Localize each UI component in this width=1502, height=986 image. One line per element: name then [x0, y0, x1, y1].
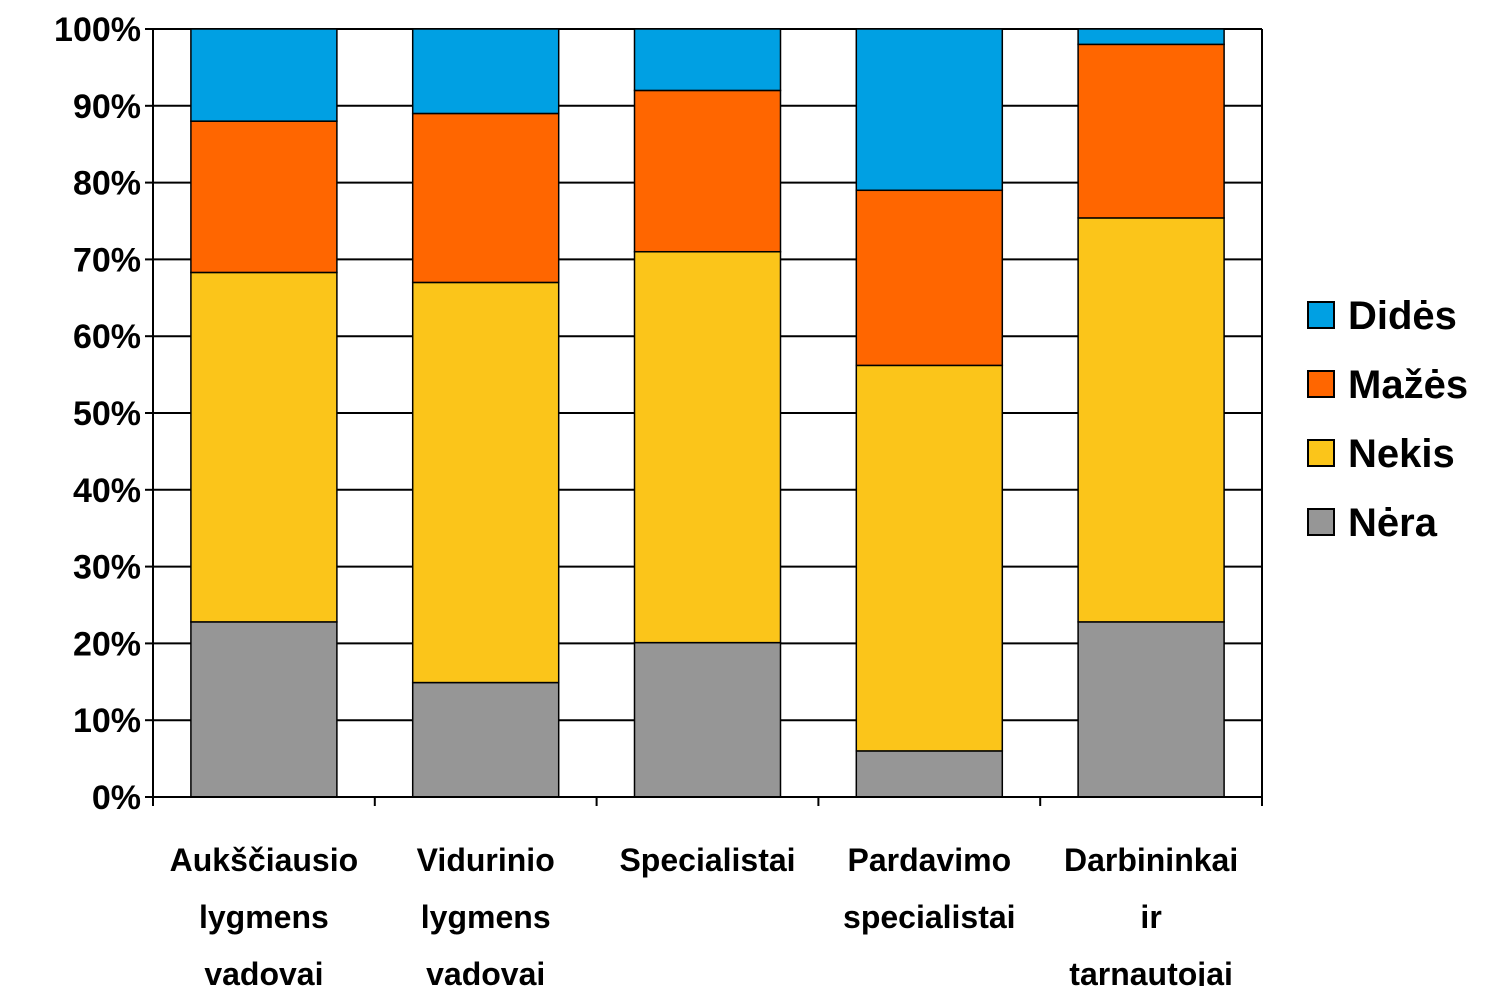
x-tick-label: Specialistai	[619, 842, 795, 878]
x-tick-label: lygmens	[421, 899, 551, 935]
y-tick-label: 30%	[73, 549, 141, 587]
x-tick-label: vadovai	[426, 956, 545, 986]
x-tick-label: Aukščiausio	[170, 842, 359, 878]
bar-segment-nera-3	[633, 641, 782, 798]
y-axis-ticks: 0% 10% 20% 30% 40% 50% 60% 70% 80% 90% 100%	[54, 11, 141, 817]
y-tick-label: 70%	[73, 241, 141, 279]
bar-segment-dides-4	[855, 28, 1004, 192]
legend-label-nera: Nėra	[1348, 501, 1438, 545]
bar-segment-dides-5	[1077, 28, 1225, 46]
y-tick-label: 40%	[73, 472, 141, 510]
legend-label-dides: Didės	[1348, 294, 1457, 338]
y-tick-label: 0%	[92, 779, 141, 817]
x-tick-label: Vidurinio	[417, 842, 555, 878]
y-tick-label: 10%	[73, 702, 141, 740]
y-tick-label: 100%	[54, 11, 141, 49]
bar-segment-nekis-5	[1077, 217, 1225, 623]
y-tick-label: 60%	[73, 318, 141, 356]
y-tick-label: 80%	[73, 165, 141, 203]
bar-segment-dides-1	[190, 28, 338, 122]
x-tick-label: lygmens	[199, 899, 329, 935]
bars	[190, 28, 1225, 798]
legend: Didės Mažės Nekis Nėra	[1307, 294, 1468, 545]
legend-swatch-mazes	[1307, 370, 1335, 398]
axes	[145, 28, 1263, 806]
legend-label-mazes: Mažės	[1348, 363, 1468, 407]
bar-segment-nekis-2	[411, 281, 560, 684]
y-tick-label: 20%	[73, 625, 141, 663]
bar-segment-mazes-5	[1077, 43, 1225, 219]
bar-segment-nekis-1	[190, 271, 338, 623]
bar-segment-dides-2	[411, 28, 560, 115]
legend-swatch-nekis	[1307, 439, 1335, 467]
legend-label-nekis: Nekis	[1348, 432, 1455, 476]
x-tick-label: ir	[1140, 899, 1161, 935]
x-tick-label: vadovai	[204, 956, 323, 986]
x-tick-label: specialistai	[843, 899, 1016, 935]
bar-segment-nera-1	[190, 621, 338, 798]
bar-segment-nekis-3	[633, 250, 782, 644]
legend-swatch-dides	[1307, 301, 1335, 329]
y-tick-label: 50%	[73, 395, 141, 433]
x-tick-label: Pardavimo	[847, 842, 1011, 878]
x-tick-label: Darbininkai	[1064, 842, 1238, 878]
bar-segment-mazes-4	[855, 189, 1004, 367]
x-axis-ticks: Aukščiausio lygmens vadovai Vidurinio lygmen…	[170, 842, 1239, 986]
bar-segment-nera-2	[411, 681, 560, 798]
bar-segment-mazes-2	[411, 112, 560, 284]
bar-segment-mazes-3	[633, 89, 782, 253]
y-tick-label: 90%	[73, 88, 141, 126]
bar-segment-dides-3	[633, 28, 782, 92]
bar-segment-nera-5	[1077, 621, 1225, 798]
bar-segment-nera-4	[855, 750, 1004, 798]
bar-segment-mazes-1	[190, 120, 338, 274]
bar-segment-nekis-4	[855, 364, 1004, 752]
legend-swatch-nera	[1307, 508, 1335, 536]
x-tick-label: tarnautojai	[1069, 956, 1233, 986]
